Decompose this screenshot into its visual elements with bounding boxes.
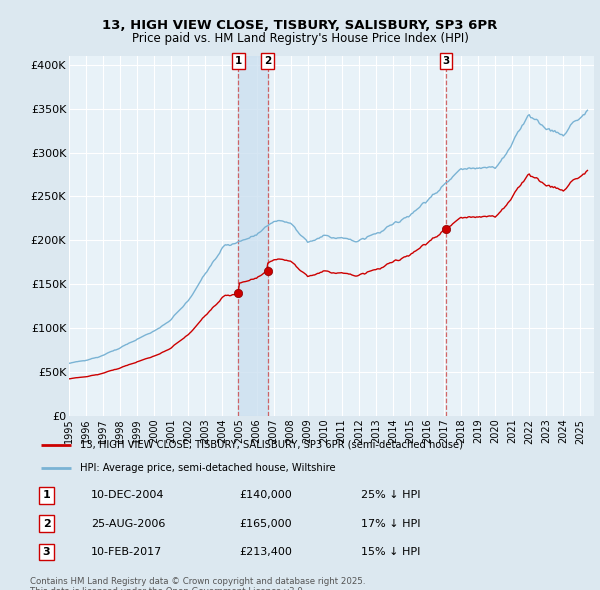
Text: 15% ↓ HPI: 15% ↓ HPI <box>361 547 421 557</box>
Text: 10-DEC-2004: 10-DEC-2004 <box>91 490 164 500</box>
Text: 25-AUG-2006: 25-AUG-2006 <box>91 519 165 529</box>
Text: 1: 1 <box>43 490 50 500</box>
Text: 2: 2 <box>43 519 50 529</box>
Bar <box>238 56 268 416</box>
Text: £213,400: £213,400 <box>240 547 293 557</box>
Text: 13, HIGH VIEW CLOSE, TISBURY, SALISBURY, SP3 6PR (semi-detached house): 13, HIGH VIEW CLOSE, TISBURY, SALISBURY,… <box>80 440 463 450</box>
Text: 10-FEB-2017: 10-FEB-2017 <box>91 547 162 557</box>
Text: 13, HIGH VIEW CLOSE, TISBURY, SALISBURY, SP3 6PR: 13, HIGH VIEW CLOSE, TISBURY, SALISBURY,… <box>103 19 497 32</box>
Text: 3: 3 <box>43 547 50 557</box>
Text: 2: 2 <box>264 56 271 66</box>
Text: 25% ↓ HPI: 25% ↓ HPI <box>361 490 421 500</box>
Text: £140,000: £140,000 <box>240 490 293 500</box>
Text: 3: 3 <box>442 56 449 66</box>
Text: Price paid vs. HM Land Registry's House Price Index (HPI): Price paid vs. HM Land Registry's House … <box>131 32 469 45</box>
Text: HPI: Average price, semi-detached house, Wiltshire: HPI: Average price, semi-detached house,… <box>80 463 335 473</box>
Text: 1: 1 <box>235 56 242 66</box>
Text: Contains HM Land Registry data © Crown copyright and database right 2025.
This d: Contains HM Land Registry data © Crown c… <box>30 577 365 590</box>
Text: £165,000: £165,000 <box>240 519 292 529</box>
Text: 17% ↓ HPI: 17% ↓ HPI <box>361 519 421 529</box>
